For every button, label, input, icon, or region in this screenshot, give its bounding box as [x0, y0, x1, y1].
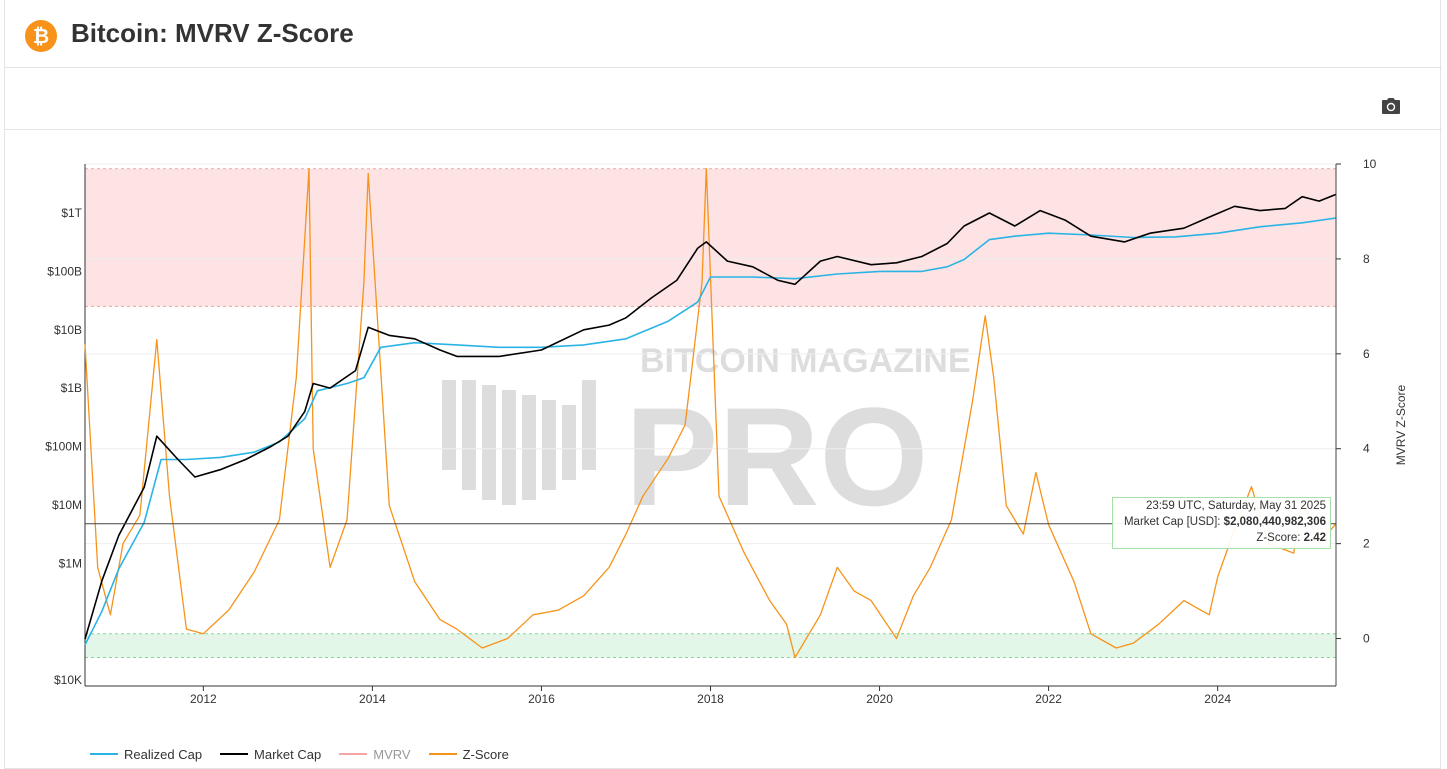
- svg-text:BITCOIN MAGAZINE: BITCOIN MAGAZINE: [640, 342, 971, 380]
- chart-toolbar: [5, 67, 1442, 130]
- tooltip-date: 23:59 UTC, Saturday, May 31 2025: [1145, 500, 1326, 512]
- legend-label: Z-Score: [462, 746, 509, 762]
- y-right-tick-label: 10: [1363, 157, 1377, 171]
- legend-item-market-cap[interactable]: Market Cap: [220, 744, 321, 764]
- z-score-line[interactable]: [84, 168, 1337, 659]
- chart-header: ₿ Bitcoin: MVRV Z-Score: [5, 0, 1442, 68]
- y-left-tick-label: $100B: [47, 264, 82, 278]
- x-tick-label: 2020: [866, 692, 893, 706]
- y-right-axis-title: MVRV Z-Score: [1394, 384, 1408, 465]
- legend-swatch: [428, 753, 457, 755]
- x-tick-label: 2018: [697, 692, 724, 706]
- x-tick-label: 2022: [1035, 692, 1062, 706]
- svg-text:PRO: PRO: [625, 378, 928, 535]
- legend-label: MVRV: [373, 746, 411, 762]
- x-tick-label: 2012: [190, 692, 217, 706]
- tooltip-zscore: Z-Score: 2.42: [1256, 532, 1326, 544]
- y-right-tick-label: 4: [1363, 442, 1370, 456]
- page-title: Bitcoin: MVRV Z-Score: [71, 18, 354, 48]
- x-tick-label: 2014: [359, 692, 386, 706]
- y-left-tick-label: $1M: [59, 556, 82, 570]
- legend-swatch: [220, 753, 249, 755]
- y-left-tick-label: $1T: [61, 206, 82, 220]
- legend-item-mvrv[interactable]: MVRV: [339, 744, 411, 764]
- y-left-tick-label: $1B: [61, 381, 82, 395]
- y-left-tick-label: $100M: [45, 440, 82, 454]
- tooltip-market-cap: Market Cap [USD]: $2,080,440,982,306: [1123, 516, 1326, 528]
- undervalued-band: [85, 633, 1336, 658]
- bitcoin-logo-icon: ₿: [25, 20, 57, 52]
- chart-legend: Realized Cap Market Cap MVRV Z-Score: [90, 744, 509, 764]
- legend-swatch: [339, 753, 368, 755]
- y-right-tick-label: 2: [1363, 537, 1370, 551]
- legend-item-z-score[interactable]: Z-Score: [428, 744, 509, 764]
- y-right-tick-label: 6: [1363, 347, 1370, 361]
- y-right-tick-label: 8: [1363, 252, 1370, 266]
- y-right-tick-label: 0: [1363, 632, 1370, 646]
- x-tick-label: 2016: [528, 692, 555, 706]
- y-left-tick-label: $10M: [52, 498, 82, 512]
- market-cap-line[interactable]: [84, 193, 1337, 640]
- legend-label: Market Cap: [254, 746, 322, 762]
- x-tick-label: 2024: [1204, 692, 1231, 706]
- y-left-tick-label: $10B: [54, 323, 82, 337]
- realized-cap-line[interactable]: [84, 217, 1337, 646]
- legend-swatch: [90, 753, 118, 755]
- watermark: BITCOIN MAGAZINE PRO: [442, 342, 971, 535]
- camera-icon[interactable]: [1381, 97, 1401, 115]
- y-left-tick-label: $10K: [54, 673, 82, 687]
- legend-label: Realized Cap: [124, 746, 203, 762]
- legend-item-realized-cap[interactable]: Realized Cap: [90, 744, 202, 764]
- hover-tooltip: 23:59 UTC, Saturday, May 31 2025 Market …: [1112, 497, 1331, 549]
